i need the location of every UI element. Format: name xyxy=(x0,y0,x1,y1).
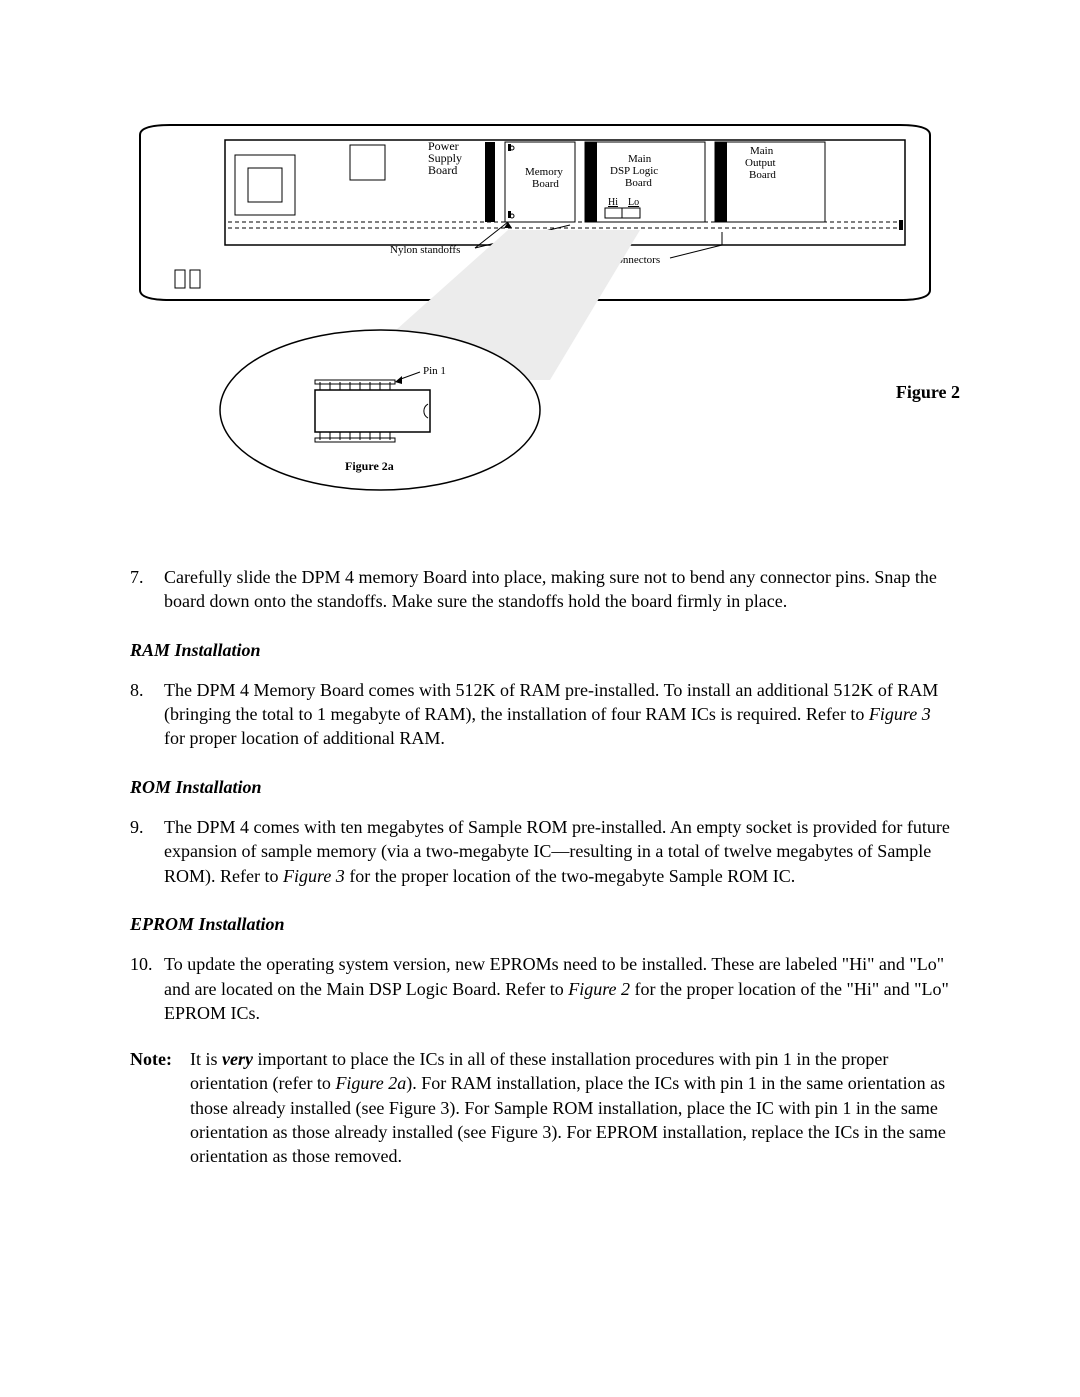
document-page: Power Supply Board Memory Board Main DSP… xyxy=(0,0,1080,1249)
svg-text:Main: Main xyxy=(628,153,652,165)
svg-text:Main: Main xyxy=(750,145,774,157)
svg-text:Output: Output xyxy=(745,157,776,169)
figure-2: Power Supply Board Memory Board Main DSP… xyxy=(130,120,950,510)
step-text: Carefully slide the DPM 4 memory Board i… xyxy=(164,565,950,614)
heading-eprom: EPROM Installation xyxy=(130,912,950,936)
svg-text:Pin 1: Pin 1 xyxy=(423,365,446,377)
svg-text:Memory: Memory xyxy=(525,166,563,178)
svg-text:Figure 2a: Figure 2a xyxy=(345,459,394,473)
step-8: 8. The DPM 4 Memory Board comes with 512… xyxy=(130,678,950,751)
step-number: 9. xyxy=(130,815,164,888)
figure-2-caption: Figure 2 xyxy=(896,380,960,404)
svg-text:Board: Board xyxy=(625,177,652,189)
svg-text:Board: Board xyxy=(532,178,559,190)
svg-text:Board: Board xyxy=(749,169,776,181)
step-number: 8. xyxy=(130,678,164,751)
step-10: 10. To update the operating system versi… xyxy=(130,952,950,1025)
heading-rom: ROM Installation xyxy=(130,775,950,799)
step-text: To update the operating system version, … xyxy=(164,952,950,1025)
svg-text:Lo: Lo xyxy=(628,197,639,208)
svg-text:Hi: Hi xyxy=(608,197,618,208)
step-9: 9. The DPM 4 comes with ten megabytes of… xyxy=(130,815,950,888)
step-text: The DPM 4 Memory Board comes with 512K o… xyxy=(164,678,950,751)
svg-text:DSP Logic: DSP Logic xyxy=(610,165,658,177)
step-text: The DPM 4 comes with ten megabytes of Sa… xyxy=(164,815,950,888)
note-label: Note: xyxy=(130,1047,190,1168)
step-number: 7. xyxy=(130,565,164,614)
note-text: It is very important to place the ICs in… xyxy=(190,1047,950,1168)
step-7: 7. Carefully slide the DPM 4 memory Boar… xyxy=(130,565,950,614)
heading-ram: RAM Installation xyxy=(130,638,950,662)
step-number: 10. xyxy=(130,952,164,1025)
svg-text:Nylon standoffs: Nylon standoffs xyxy=(390,244,460,256)
note: Note: It is very important to place the … xyxy=(130,1047,950,1168)
svg-text:Board: Board xyxy=(428,163,457,177)
figure-2-svg: Power Supply Board Memory Board Main DSP… xyxy=(130,120,950,510)
